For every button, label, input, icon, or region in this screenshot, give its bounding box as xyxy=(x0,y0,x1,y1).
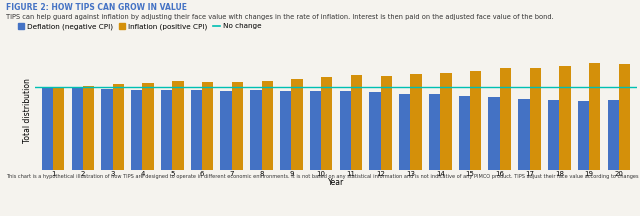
Bar xyxy=(143,83,154,170)
Bar xyxy=(83,86,94,170)
Bar xyxy=(42,87,53,170)
Legend: Deflation (negative CPI), Inflation (positive CPI), No change: Deflation (negative CPI), Inflation (pos… xyxy=(15,20,264,33)
Bar xyxy=(131,90,143,170)
Bar xyxy=(619,64,630,170)
Bar xyxy=(321,77,332,170)
Bar xyxy=(459,96,470,170)
Bar xyxy=(607,100,619,170)
Text: FIGURE 2: HOW TIPS CAN GROW IN VALUE: FIGURE 2: HOW TIPS CAN GROW IN VALUE xyxy=(6,3,188,12)
Bar xyxy=(518,99,529,170)
Bar xyxy=(399,94,410,170)
Y-axis label: Total distribution: Total distribution xyxy=(24,78,33,143)
Bar xyxy=(101,89,113,170)
Bar xyxy=(429,94,440,170)
Bar xyxy=(202,82,213,170)
Bar xyxy=(529,68,541,170)
Bar xyxy=(381,76,392,170)
X-axis label: Year: Year xyxy=(328,178,344,187)
Bar xyxy=(559,66,571,170)
Bar xyxy=(351,75,362,170)
Bar xyxy=(291,79,303,170)
Bar xyxy=(280,91,291,170)
Bar xyxy=(488,97,500,170)
Bar xyxy=(220,91,232,170)
Bar xyxy=(500,68,511,170)
Bar xyxy=(340,91,351,170)
Bar xyxy=(250,90,262,170)
Bar xyxy=(191,90,202,170)
Bar xyxy=(578,101,589,170)
Bar xyxy=(369,92,381,170)
Bar xyxy=(440,73,452,170)
Bar xyxy=(410,74,422,170)
Bar xyxy=(53,87,65,170)
Bar xyxy=(310,91,321,170)
Bar xyxy=(172,81,184,170)
Bar xyxy=(548,100,559,170)
Bar xyxy=(262,81,273,170)
Bar xyxy=(72,87,83,170)
Bar xyxy=(161,90,172,170)
Bar xyxy=(470,71,481,170)
Text: This chart is a hypothetical illustration of how TIPS are designed to operate in: This chart is a hypothetical illustratio… xyxy=(6,174,640,179)
Bar xyxy=(589,64,600,170)
Text: TIPS can help guard against inflation by adjusting their face value with changes: TIPS can help guard against inflation by… xyxy=(6,14,554,20)
Bar xyxy=(113,84,124,170)
Bar xyxy=(232,82,243,170)
